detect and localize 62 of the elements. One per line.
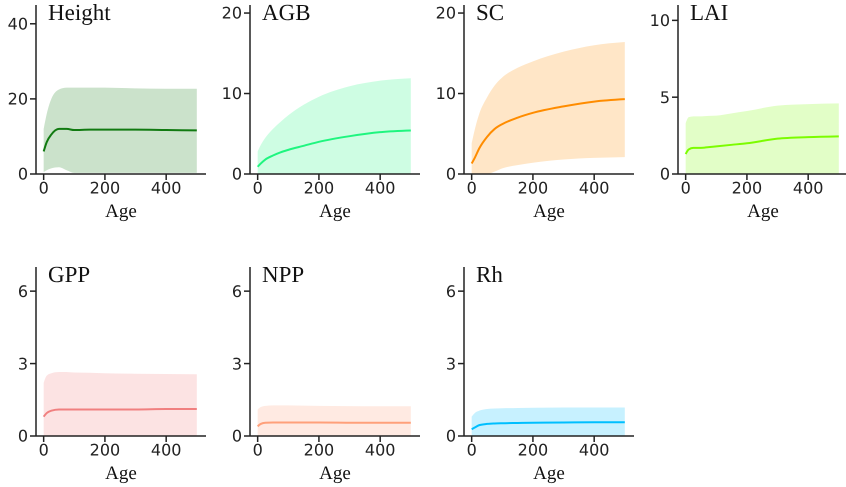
chart-title: SC xyxy=(476,0,504,26)
y-tick-label: 6 xyxy=(232,282,242,301)
x-axis-title: Age xyxy=(318,463,352,484)
x-tick-label: 0 xyxy=(252,440,263,460)
x-axis-title: Age xyxy=(532,201,566,222)
y-tick-label: 0 xyxy=(232,426,242,446)
x-axis-title: Age xyxy=(746,201,780,222)
chart-title: GPP xyxy=(48,262,90,288)
x-tick-label: 0 xyxy=(38,440,49,460)
x-axis-title: Age xyxy=(104,201,138,222)
chart-title: LAI xyxy=(690,0,728,26)
x-tick-label: 400 xyxy=(150,178,182,198)
x-tick-label: 200 xyxy=(732,178,762,198)
x-axis-title: Age xyxy=(532,463,566,484)
x-tick-label: 200 xyxy=(304,440,334,460)
x-tick-label: 200 xyxy=(90,440,120,460)
y-tick-label: 0 xyxy=(18,164,28,184)
line-series xyxy=(684,135,840,156)
y-tick-label: 10 xyxy=(436,84,456,104)
line-series xyxy=(470,98,626,165)
y-tick-label: 0 xyxy=(660,164,670,184)
x-tick-label: 200 xyxy=(304,178,334,198)
y-tick-label: 10 xyxy=(222,84,242,104)
line-series xyxy=(42,408,198,418)
y-tick-label: 6 xyxy=(18,282,28,301)
x-tick-label: 400 xyxy=(364,440,396,460)
y-tick-label: 40 xyxy=(8,14,28,34)
line-series xyxy=(42,128,198,152)
x-axis-title: Age xyxy=(318,201,352,222)
x-tick-label: 0 xyxy=(680,178,691,198)
y-tick-label: 6 xyxy=(446,282,456,301)
y-tick-label: 0 xyxy=(446,164,456,184)
x-tick-label: 200 xyxy=(90,178,120,198)
y-tick-label: 0 xyxy=(18,426,28,446)
x-tick-label: 200 xyxy=(518,440,548,460)
x-axis-title: Age xyxy=(104,463,138,484)
y-tick-label: 5 xyxy=(660,88,670,107)
x-tick-label: 400 xyxy=(578,440,610,460)
chart-title: AGB xyxy=(262,0,311,26)
y-tick-label: 20 xyxy=(8,90,28,109)
x-tick-label: 400 xyxy=(150,440,182,460)
line-series xyxy=(470,421,626,430)
x-tick-label: 200 xyxy=(518,178,548,198)
x-tick-label: 0 xyxy=(38,178,49,198)
chart-title: Height xyxy=(48,0,111,26)
line-series xyxy=(256,130,412,168)
y-tick-label: 3 xyxy=(18,354,28,374)
y-tick-label: 10 xyxy=(650,11,670,30)
y-tick-label: 0 xyxy=(446,426,456,446)
y-tick-label: 3 xyxy=(446,354,456,374)
y-tick-label: 0 xyxy=(232,164,242,184)
chart-title: NPP xyxy=(262,262,304,288)
y-tick-label: 3 xyxy=(232,354,242,374)
chart-title: Rh xyxy=(476,262,503,288)
x-tick-label: 400 xyxy=(792,178,824,198)
x-tick-label: 400 xyxy=(364,178,396,198)
x-tick-label: 0 xyxy=(466,440,477,460)
x-tick-label: 400 xyxy=(578,178,610,198)
y-tick-label: 20 xyxy=(222,4,242,23)
x-tick-label: 0 xyxy=(252,178,263,198)
y-tick-label: 20 xyxy=(436,4,456,23)
x-tick-label: 0 xyxy=(466,178,477,198)
